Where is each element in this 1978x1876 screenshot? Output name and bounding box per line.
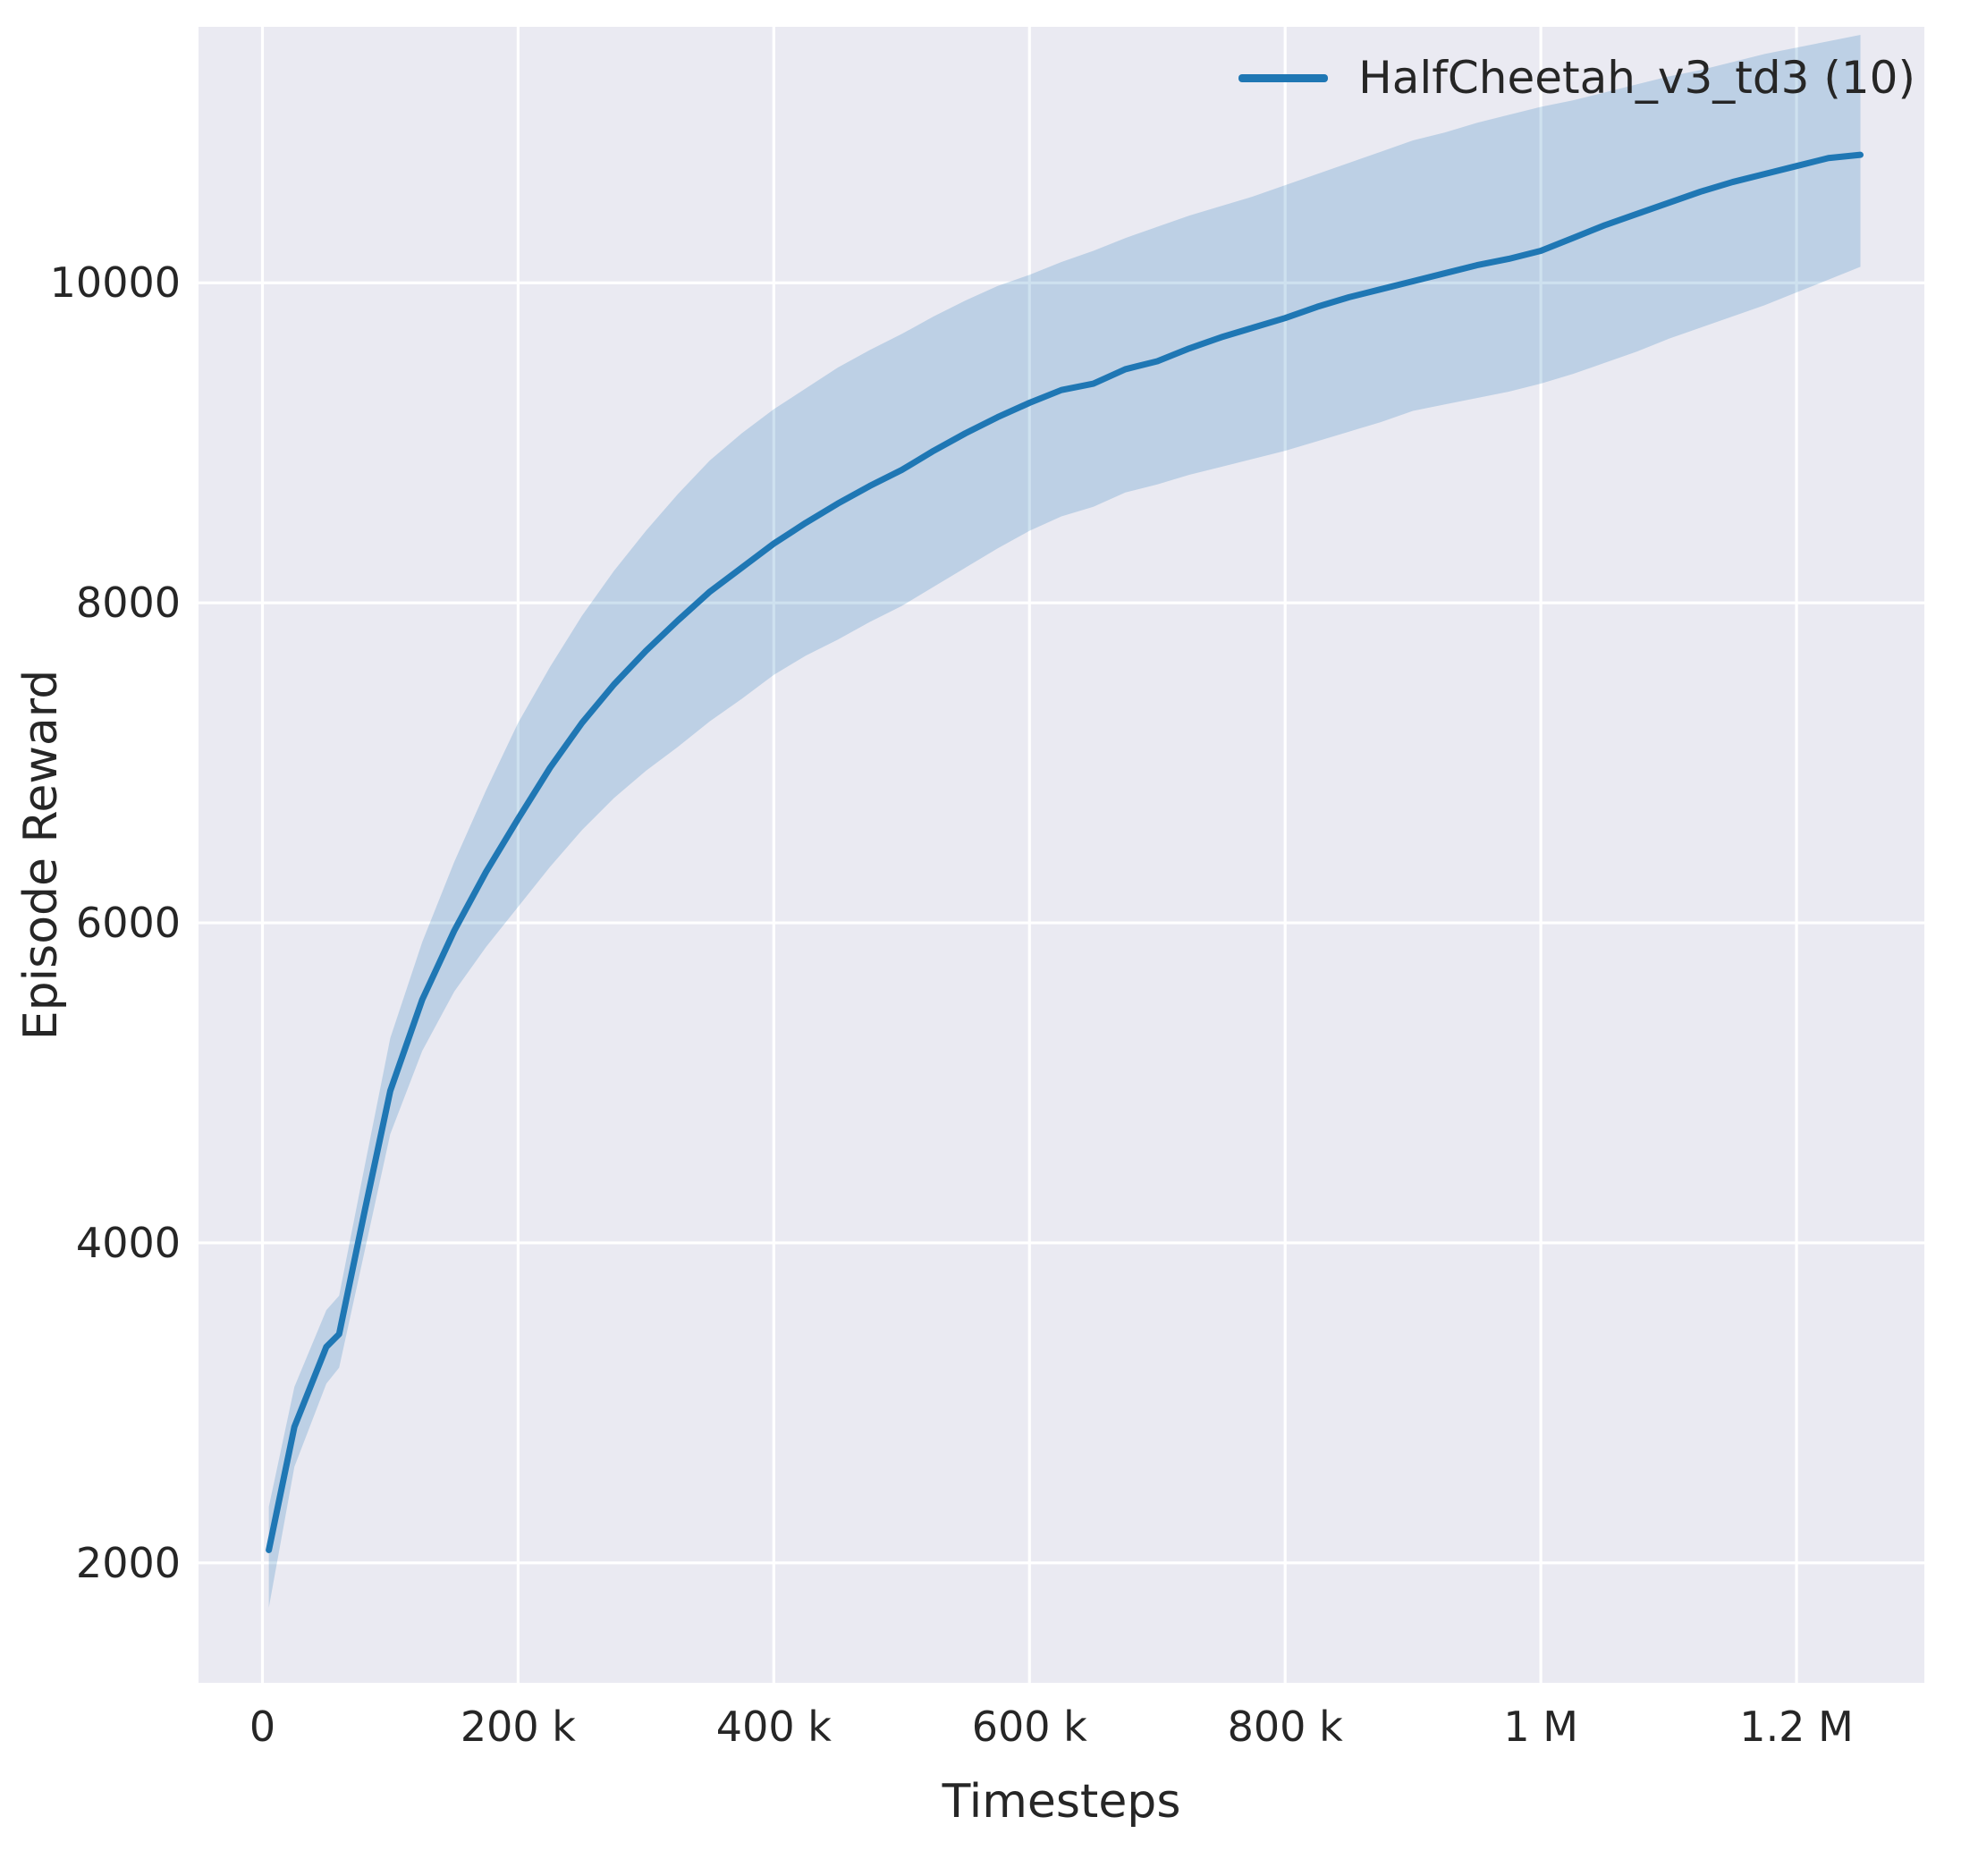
legend-label: HalfCheetah_v3_td3 (10)	[1358, 52, 1915, 104]
legend: HalfCheetah_v3_td3 (10)	[1238, 52, 1915, 104]
x-tick-label: 400 k	[715, 1703, 832, 1751]
y-tick-label: 10000	[49, 258, 181, 308]
y-tick-label: 8000	[75, 579, 181, 628]
plot-area	[199, 27, 1924, 1683]
x-tick-label: 0	[249, 1703, 276, 1751]
mean-line	[266, 151, 1864, 1553]
y-tick-label: 4000	[75, 1218, 181, 1267]
x-tick-label: 200 k	[460, 1703, 576, 1751]
x-tick-label: 1.2 M	[1739, 1703, 1854, 1751]
y-tick-label: 2000	[75, 1538, 181, 1587]
y-axis-label: Episode Reward	[14, 669, 68, 1041]
legend-line-swatch	[1238, 73, 1329, 82]
x-axis-label: Timesteps	[942, 1775, 1181, 1829]
x-tick-label: 600 k	[971, 1703, 1087, 1751]
x-tick-label: 800 k	[1227, 1703, 1343, 1751]
y-tick-label: 6000	[75, 899, 181, 948]
x-tick-label: 1 M	[1503, 1703, 1578, 1751]
